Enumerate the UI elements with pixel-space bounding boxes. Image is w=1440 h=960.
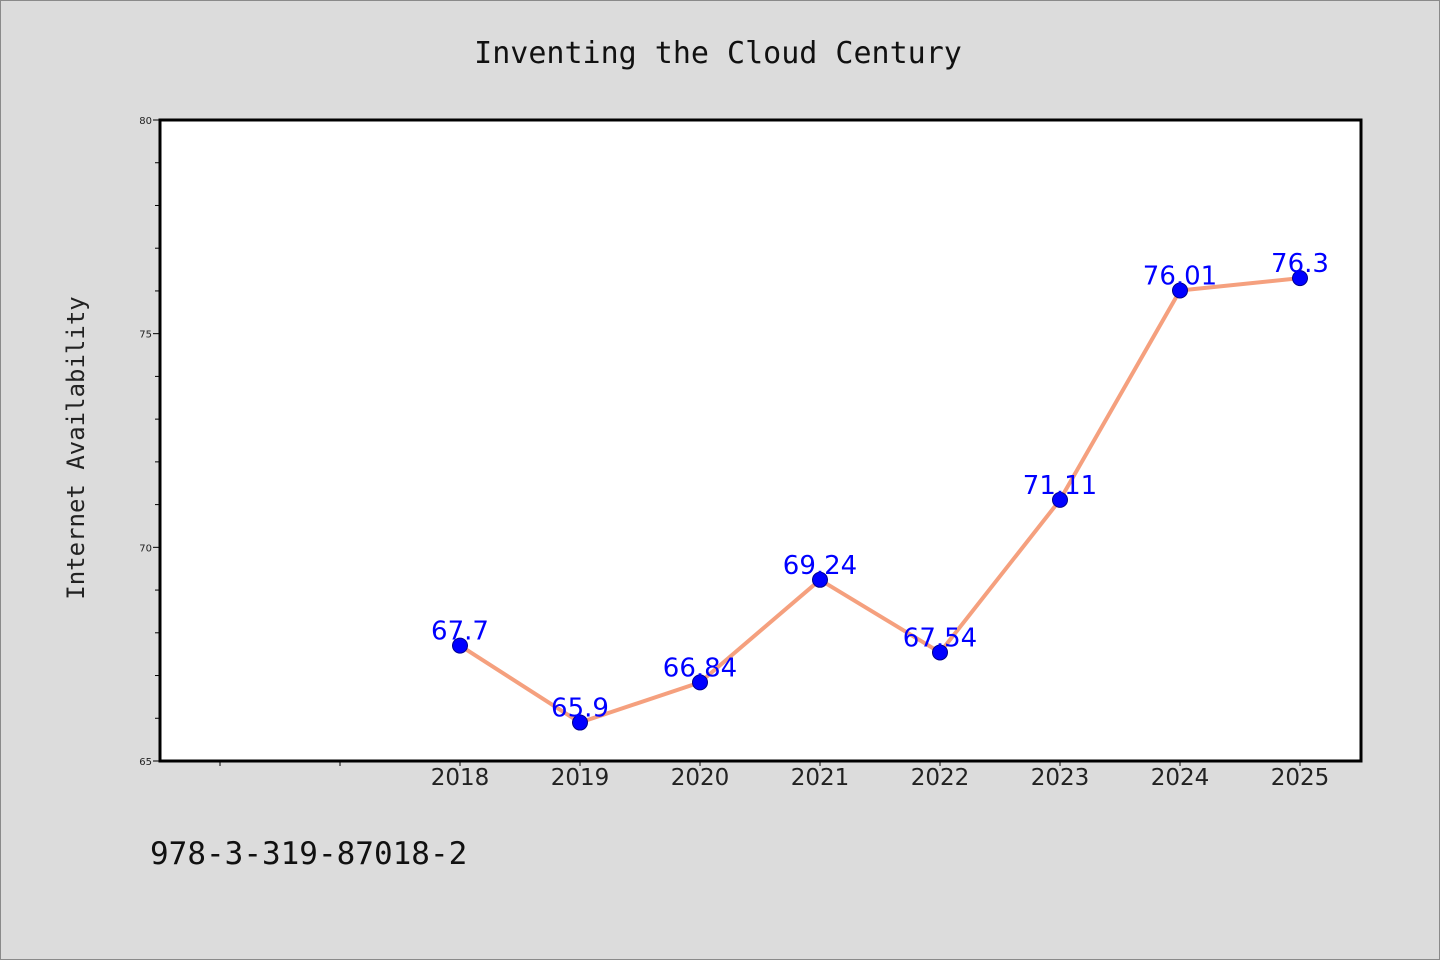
data-point — [1172, 282, 1188, 299]
data-label: 69.24 — [783, 551, 857, 581]
data-point — [692, 674, 708, 691]
y-tick-label: 70 — [139, 543, 152, 554]
data-labels: 67.7 65.9 66.84 69.24 67.54 71.11 76.01 76.3 — [431, 249, 1329, 723]
x-tick-label: 2024 — [1151, 765, 1210, 791]
data-label: 65.9 — [551, 694, 609, 724]
x-tick-label: 2022 — [911, 765, 970, 791]
chart-title: Inventing the Cloud Century — [474, 36, 962, 71]
x-tick-label: 2018 — [431, 765, 490, 791]
y-tick-label: 80 — [139, 116, 152, 127]
series-line — [458, 276, 1302, 725]
data-label: 76.01 — [1143, 262, 1217, 292]
x-tick-label: 2025 — [1271, 765, 1330, 791]
data-point — [572, 714, 588, 731]
x-tick-label: 2023 — [1031, 765, 1090, 791]
data-point — [1052, 491, 1068, 508]
x-tick-label: 2021 — [791, 765, 850, 791]
y-tick-label: 75 — [139, 330, 152, 341]
data-point — [812, 571, 828, 588]
data-point — [452, 637, 468, 654]
plot-area — [158, 118, 1363, 763]
data-label: 71.11 — [1023, 471, 1097, 501]
x-tick-label: 2020 — [671, 765, 730, 791]
data-label: 66.84 — [663, 653, 737, 683]
y-tick-label: 65 — [139, 757, 152, 768]
x-axis: 2018 2019 2020 2021 2022 2023 2024 2025 — [219, 761, 1330, 791]
series-layer — [452, 270, 1308, 731]
isbn-footnote: 978-3-319-87018-2 — [150, 836, 467, 872]
data-point — [1292, 270, 1308, 287]
data-label: 67.7 — [431, 617, 489, 647]
data-label: 76.3 — [1271, 249, 1329, 279]
data-point — [932, 644, 948, 661]
x-tick-label: 2019 — [551, 765, 610, 791]
y-axis: 65 70 75 80 — [139, 116, 160, 768]
data-label: 67.54 — [903, 623, 977, 653]
y-axis-label: Internet Availability — [62, 296, 90, 599]
